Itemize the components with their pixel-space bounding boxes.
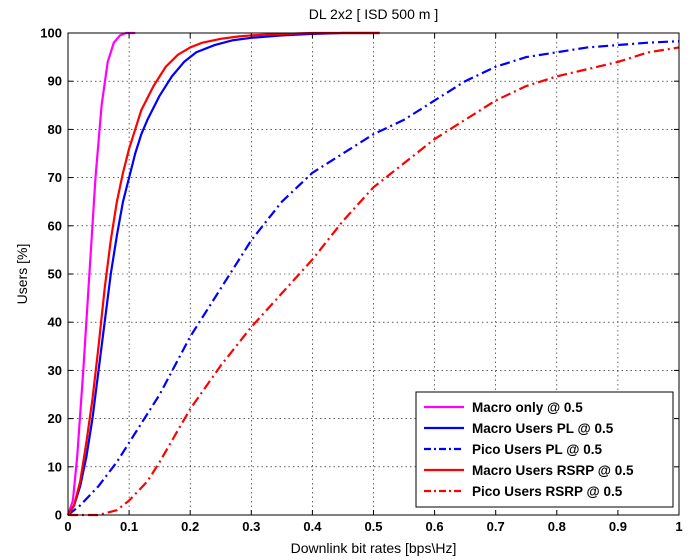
x-tick-label: 0 [64, 519, 71, 534]
legend: Macro only @ 0.5 Macro Users PL @ 0.5 Pico… [415, 391, 674, 508]
x-tick-label: 0.6 [426, 519, 444, 534]
x-tick-label: 0.1 [120, 519, 138, 534]
y-tick-label: 100 [40, 26, 62, 41]
legend-label-4: Macro Users RSRP @ 0.5 [472, 463, 634, 478]
x-tick-label: 0.9 [609, 519, 627, 534]
y-tick-label: 0 [55, 508, 62, 523]
x-axis-label: Downlink bit rates [bps\Hz] [291, 540, 457, 556]
legend-label-5: Pico Users RSRP @ 0.5 [472, 484, 623, 499]
x-tick-label: 0.5 [364, 519, 382, 534]
y-tick-label: 60 [48, 218, 62, 233]
legend-label-3: Pico Users PL @ 0.5 [472, 442, 602, 457]
legend-label-1: Macro only @ 0.5 [472, 400, 583, 415]
series-line-3 [67, 40, 680, 516]
y-tick-label: 40 [48, 315, 62, 330]
x-tick-label: 0.2 [181, 519, 199, 534]
ticks: 0 0.1 0.2 0.3 0.4 0.5 0.6 0.7 0.8 0.9 101020304050… [40, 26, 682, 535]
series-line-1 [66, 31, 136, 516]
chart-title: DL 2x2 [ ISD 500 m ] [309, 6, 438, 22]
x-tick-label: 0.7 [487, 519, 505, 534]
y-axis-label: Users [%] [14, 244, 30, 305]
x-tick-label: 0.4 [303, 519, 322, 534]
x-tick-label: 1 [675, 519, 682, 534]
y-tick-label: 30 [48, 363, 62, 378]
y-tick-label: 10 [48, 459, 62, 474]
x-tick-label: 0.3 [242, 519, 260, 534]
y-tick-label: 90 [48, 74, 62, 89]
x-tick-label: 0.8 [548, 519, 566, 534]
y-tick-label: 50 [48, 267, 62, 282]
y-tick-label: 80 [48, 122, 62, 137]
series-line-5 [68, 46, 680, 517]
legend-label-2: Macro Users PL @ 0.5 [472, 421, 614, 436]
y-tick-label: 20 [48, 411, 62, 426]
y-tick-label: 70 [48, 170, 62, 185]
